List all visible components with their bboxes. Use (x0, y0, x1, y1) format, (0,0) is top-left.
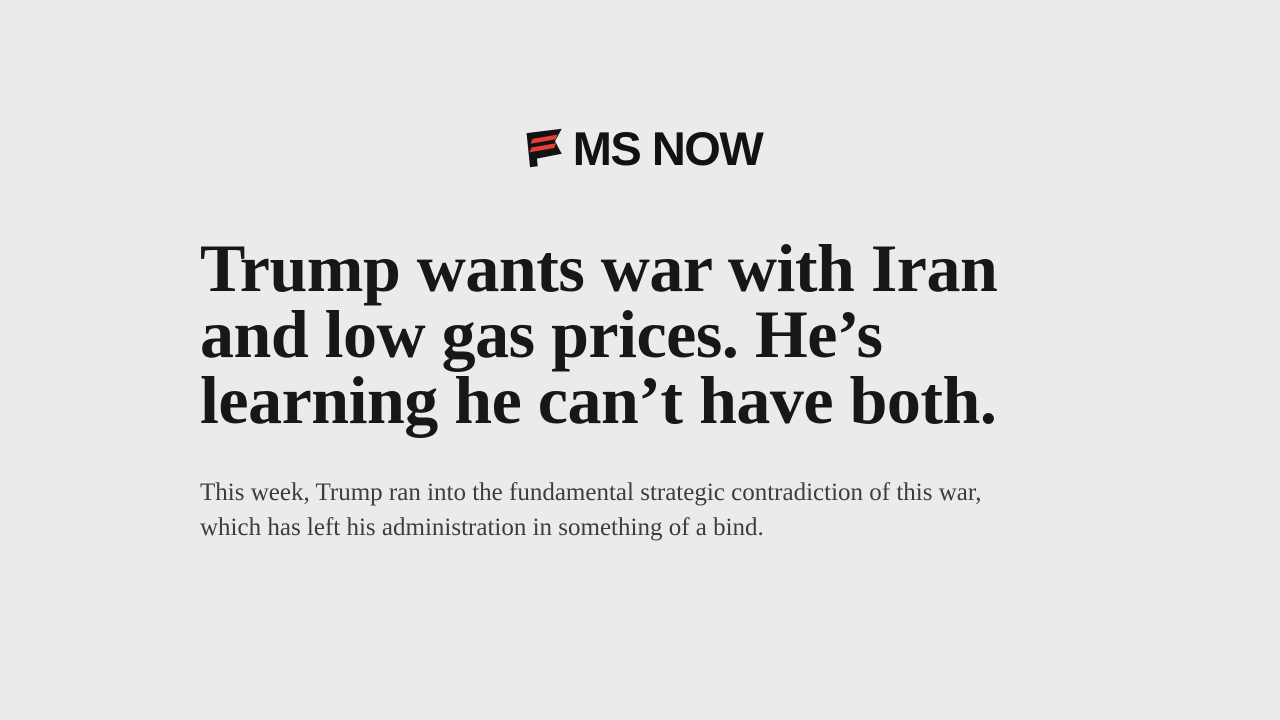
headline-line: and low gas prices. He’s (200, 296, 883, 372)
article-headline: Trump wants war with Iran and low gas pr… (200, 230, 1080, 438)
article-dek: This week, Trump ran into the fundamenta… (200, 475, 1120, 545)
msnow-logo: MS NOW (0, 122, 1280, 175)
headline-line: learning he can’t have both. (200, 362, 997, 438)
msnow-logo-text: MS NOW (572, 122, 764, 175)
dek-line: which has left his administration in som… (200, 514, 764, 541)
msnow-flag-icon (518, 126, 568, 172)
dek-line: This week, Trump ran into the fundamenta… (200, 479, 982, 506)
headline-line: Trump wants war with Iran (200, 230, 998, 306)
